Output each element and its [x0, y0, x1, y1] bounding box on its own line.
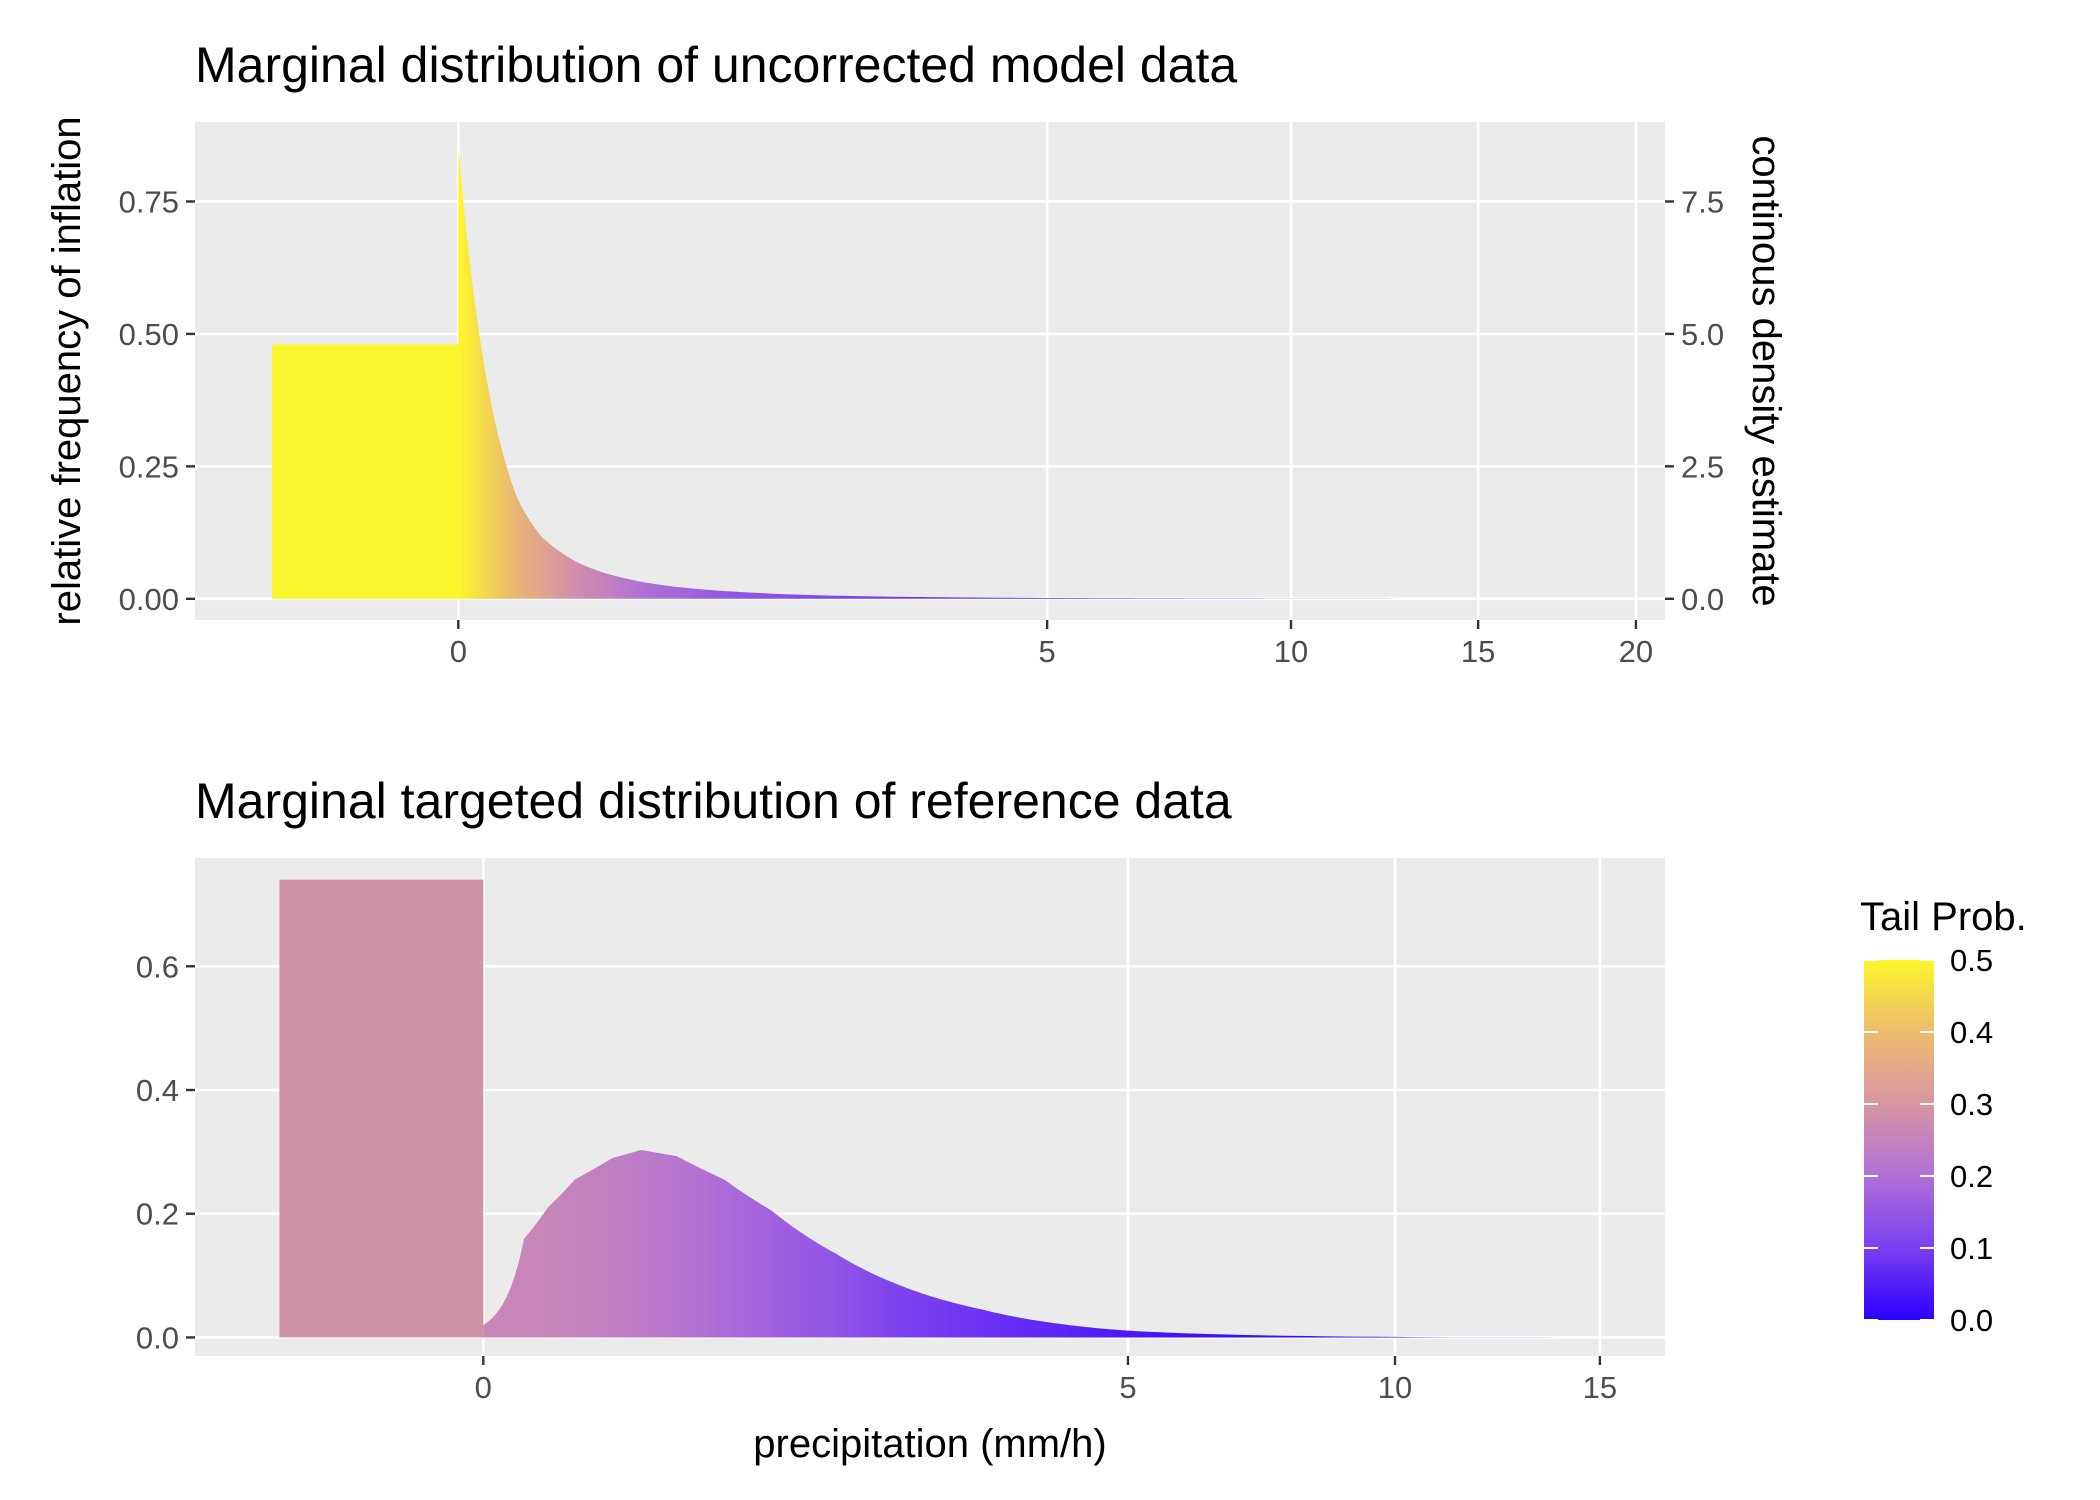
legend-tick-label: 0.1: [1950, 1231, 1993, 1266]
y-right-tick-label: 0.0: [1681, 582, 1724, 617]
y-tick-label: 0.75: [119, 184, 179, 219]
inflation-bar: [272, 344, 459, 599]
tail-prob-legend: Tail Prob. 0.0 0.1 0.2 0.3 0.4 0.5: [1860, 895, 2027, 1338]
legend-tick-label: 0.4: [1950, 1015, 1993, 1050]
y-tick-label: 0.4: [136, 1073, 179, 1108]
top-y-axis-title: relative frequency of inflation: [45, 116, 89, 625]
x-axis-title: precipitation (mm/h): [753, 1422, 1106, 1466]
y-right-tick-label: 5.0: [1681, 317, 1724, 352]
density-area: [483, 1150, 1619, 1338]
y-tick-label: 0.0: [136, 1320, 179, 1355]
top-x-axis: 0 5 10 15 20: [450, 620, 1653, 669]
x-tick-label: 20: [1619, 634, 1653, 669]
y-tick-label: 0.6: [136, 949, 179, 984]
bottom-chart: Marginal targeted distribution of refere…: [136, 773, 1665, 1466]
top-y-right-axis-title: continous density estimate: [1744, 135, 1788, 606]
x-tick-label: 10: [1378, 1370, 1412, 1405]
legend-tick-label: 0.2: [1950, 1159, 1993, 1194]
bottom-density-area: [279, 879, 1619, 1338]
legend-ticks: 0.0 0.1 0.2 0.3 0.4 0.5: [1864, 943, 1993, 1338]
bottom-left-axis: 0.0 0.2 0.4 0.6: [136, 949, 195, 1355]
x-tick-label: 0: [450, 634, 467, 669]
top-chart: Marginal distribution of uncorrected mod…: [45, 37, 1788, 669]
top-left-axis: 0.00 0.25 0.50 0.75: [119, 184, 195, 617]
y-right-tick-label: 2.5: [1681, 449, 1724, 484]
y-tick-label: 0.00: [119, 582, 179, 617]
x-tick-label: 5: [1038, 634, 1055, 669]
x-tick-label: 15: [1461, 634, 1495, 669]
y-tick-label: 0.50: [119, 317, 179, 352]
y-right-tick-label: 7.5: [1681, 184, 1724, 219]
legend-tick-label: 0.0: [1950, 1303, 1993, 1338]
y-tick-label: 0.25: [119, 449, 179, 484]
y-tick-label: 0.2: [136, 1197, 179, 1232]
inflation-bar: [279, 879, 484, 1338]
legend-colorbar: [1864, 960, 1934, 1320]
x-tick-label: 10: [1274, 634, 1308, 669]
bottom-chart-title: Marginal targeted distribution of refere…: [195, 773, 1232, 829]
legend-tick-label: 0.3: [1950, 1087, 1993, 1122]
top-chart-title: Marginal distribution of uncorrected mod…: [195, 37, 1237, 93]
x-tick-label: 5: [1119, 1370, 1136, 1405]
x-tick-label: 0: [475, 1370, 492, 1405]
top-right-axis: 0.0 2.5 5.0 7.5: [1665, 184, 1724, 617]
legend-tick-label: 0.5: [1950, 943, 1993, 978]
legend-title: Tail Prob.: [1860, 895, 2027, 939]
x-tick-label: 15: [1583, 1370, 1617, 1405]
bottom-x-axis: 0 5 10 15: [475, 1356, 1617, 1405]
top-density-area: [272, 148, 1560, 599]
